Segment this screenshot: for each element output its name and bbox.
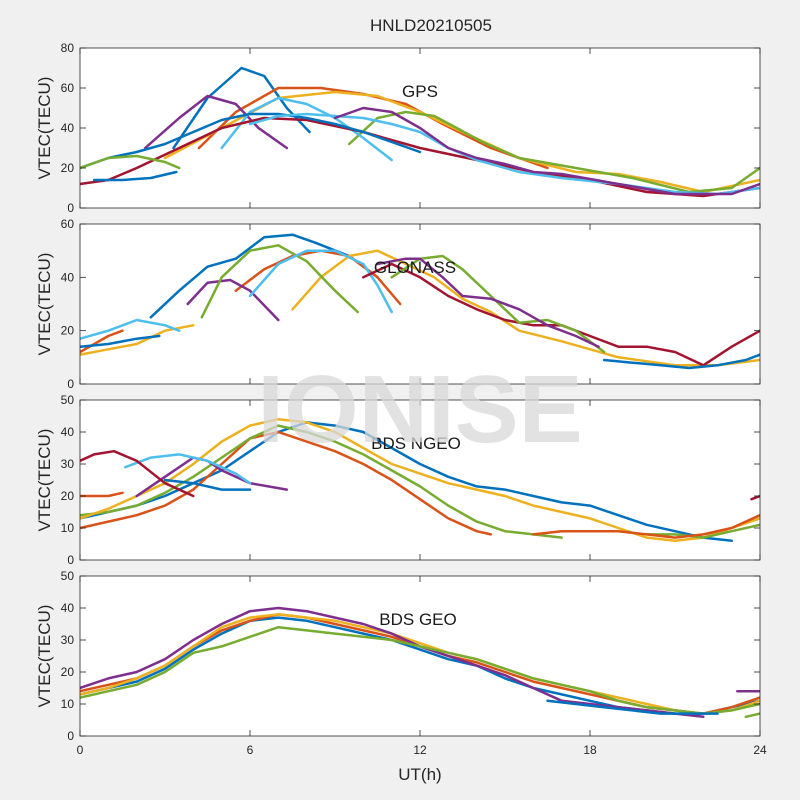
y-tick-label: 20 [61, 489, 75, 503]
panel-3: 0 10 20 30 40 50 BDS NGEO VTEC(TECU) [35, 393, 761, 567]
series-line-5 [80, 625, 760, 715]
plot-area [80, 224, 760, 384]
series-line-10 [750, 494, 760, 501]
series-group [80, 417, 760, 543]
series-line-8 [80, 112, 422, 170]
series-line-9 [376, 257, 600, 348]
panel-label: BDS GEO [379, 610, 456, 629]
x-tick-label: 24 [753, 743, 767, 757]
y-axis-label: VTEC(TECU) [35, 253, 54, 356]
y-tick-label: 50 [61, 393, 75, 407]
y-tick-label: 0 [67, 201, 74, 215]
series-line-4 [80, 606, 705, 719]
y-axis-label: VTEC(TECU) [35, 605, 54, 708]
y-tick-label: 0 [67, 553, 74, 567]
y-tick-label: 0 [67, 729, 74, 743]
series-line-3 [80, 424, 563, 539]
y-tick-label: 40 [61, 121, 75, 135]
series-line-11 [333, 106, 760, 196]
series-line-9 [80, 491, 124, 498]
y-tick-label: 30 [61, 457, 75, 471]
y-tick-label: 80 [61, 41, 75, 55]
series-line-3 [291, 249, 760, 367]
series-line-2 [80, 430, 493, 536]
series-line-12 [80, 318, 181, 340]
series-line-5 [347, 110, 760, 194]
series-line-5 [200, 244, 359, 319]
y-tick-label: 30 [61, 633, 75, 647]
series-line-1 [172, 66, 311, 150]
series-line-7 [163, 478, 252, 491]
panel-label: GPS [402, 82, 438, 101]
x-tick-label: 12 [413, 743, 427, 757]
y-tick-label: 60 [61, 81, 75, 95]
y-tick-label: 20 [61, 161, 75, 175]
panel-2: 0 20 40 60 GLONASS VTEC(TECU) [35, 217, 761, 391]
y-tick-label: 40 [61, 601, 75, 615]
y-tick-label: 20 [61, 324, 75, 338]
series-group [80, 233, 760, 370]
y-tick-label: 10 [61, 697, 75, 711]
series-line-8 [390, 254, 606, 354]
series-line-12 [92, 170, 178, 182]
series-line-1 [80, 421, 733, 543]
x-axis-label: UT(h) [398, 765, 441, 784]
series-group [80, 606, 760, 719]
x-tick-label: 6 [247, 743, 254, 757]
series-line-14 [80, 334, 161, 348]
panels: 020406080GPSVTEC(TECU)0204060GLONASSVTEC… [35, 41, 767, 757]
y-tick-label: 20 [61, 665, 75, 679]
series-line-11 [645, 523, 760, 539]
y-tick-label: 10 [61, 521, 75, 535]
y-tick-label: 40 [61, 270, 75, 284]
y-tick-label: 0 [67, 377, 74, 391]
series-group [80, 66, 760, 198]
series-line-6 [220, 96, 393, 162]
series-line-3 [80, 613, 760, 715]
panel-1: 0 20 40 60 80 GPS VTEC(TECU) [35, 41, 761, 215]
figure-title: HNLD20210505 [370, 16, 492, 35]
series-line-4 [143, 94, 289, 150]
x-tick-label: 18 [583, 743, 597, 757]
panel-label: GLONASS [374, 258, 456, 277]
y-tick-label: 60 [61, 217, 75, 231]
series-line-7 [744, 712, 760, 719]
series-line-6 [124, 453, 252, 485]
y-tick-label: 50 [61, 569, 75, 583]
series-line-4 [186, 278, 280, 322]
series-line-12 [532, 513, 760, 539]
panel-label: BDS NGEO [371, 434, 461, 453]
x-tick-label: 0 [77, 743, 84, 757]
panel-4: 0 10 20 30 40 50 0 6 12 18 24 BDS GEO VTEC(TECU) [35, 569, 767, 757]
series-line-13 [80, 329, 124, 354]
series-line-8 [546, 699, 719, 715]
series-line-9 [80, 154, 181, 170]
series-line-4 [80, 417, 760, 543]
series-line-6 [248, 249, 393, 314]
y-axis-label: VTEC(TECU) [35, 77, 54, 180]
series-line-10 [602, 353, 760, 370]
y-tick-label: 40 [61, 425, 75, 439]
y-axis-label: VTEC(TECU) [35, 429, 54, 532]
watermark: IONISE [257, 356, 582, 463]
series-line-8 [80, 449, 195, 498]
